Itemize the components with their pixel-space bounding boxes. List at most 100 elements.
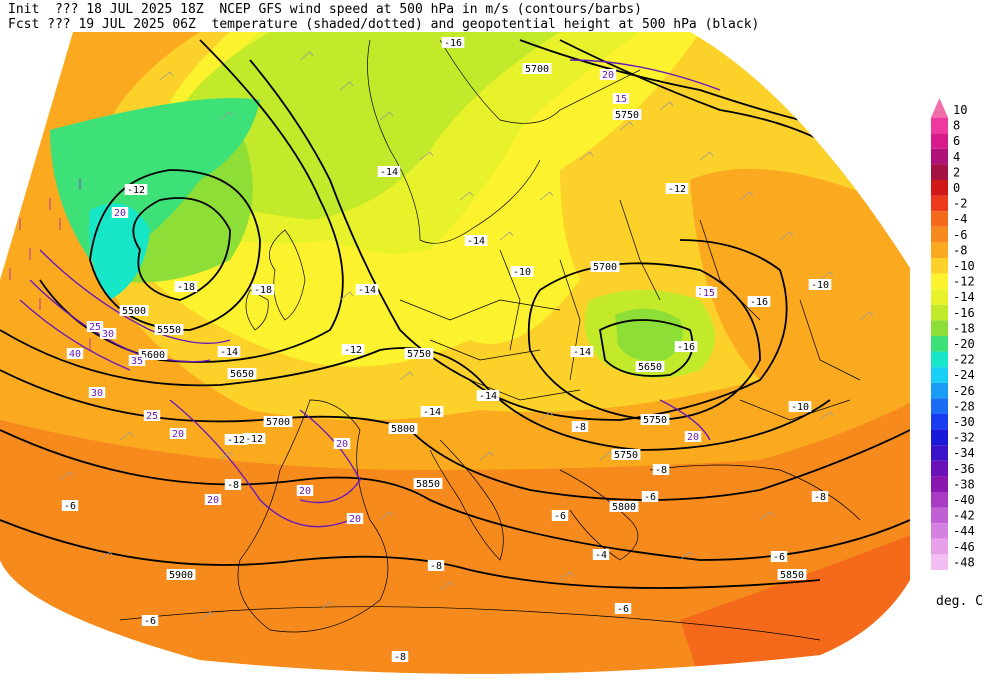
- wind-label-bg: [612, 93, 630, 104]
- height-label: 5700: [266, 417, 290, 428]
- temp-label: -8: [655, 465, 667, 476]
- height-contour-5550: [89, 169, 261, 331]
- temp-label-bg: [251, 284, 275, 295]
- temp-label: -12: [245, 434, 263, 445]
- wind-label: 20: [602, 70, 614, 81]
- height-contour-5650: [0, 329, 831, 451]
- legend-swatch: [931, 507, 948, 524]
- turkey-coast: [649, 464, 861, 521]
- legend-label: -40: [953, 493, 975, 507]
- height-label: 5550: [157, 325, 181, 336]
- temp-label-bg: [665, 183, 689, 194]
- temp-label-bg: [592, 549, 610, 560]
- temp-label: -14: [467, 236, 485, 247]
- temp-label: -16: [750, 297, 768, 308]
- wind-label: 20: [207, 495, 219, 506]
- legend-swatch: [931, 398, 948, 414]
- temp-band-minus22: [89, 203, 150, 300]
- legend-swatch: [931, 336, 948, 352]
- wind-label: 20: [687, 432, 699, 443]
- legend-label: -36: [953, 462, 975, 476]
- height-label: 5800: [391, 424, 415, 435]
- legend-label: -46: [953, 540, 975, 554]
- temp-label-bg: [510, 266, 534, 277]
- wind-label-bg: [88, 387, 106, 398]
- wind-label: 40: [69, 349, 81, 360]
- temp-label: -6: [773, 552, 785, 563]
- legend-label: -22: [953, 353, 975, 367]
- wind-label: 20: [114, 208, 126, 219]
- wind-label-bg: [204, 494, 222, 505]
- height-contour-5700-low: [527, 262, 761, 421]
- temp-label-bg: [571, 421, 589, 432]
- temp-label-bg: [614, 603, 632, 614]
- wind-label: 20: [349, 514, 361, 525]
- temp-label: -6: [554, 511, 566, 522]
- height-contour-5800: [0, 369, 910, 501]
- temp-label-bg: [570, 346, 594, 357]
- wind-label-bg: [684, 431, 702, 442]
- height-label: 5800: [612, 502, 636, 513]
- temp-label-bg: [355, 284, 379, 295]
- height-label: 5600: [141, 350, 165, 361]
- wind-label-bg: [169, 428, 187, 439]
- legend-label: -26: [953, 384, 975, 398]
- temp-label-bg: [61, 500, 79, 511]
- legend-swatch: [931, 133, 948, 149]
- legend-swatch: [931, 476, 948, 492]
- legend-label: -14: [953, 290, 975, 304]
- temp-label-bg: [551, 510, 569, 521]
- legend-swatch: [931, 164, 948, 180]
- legend-swatch: [931, 460, 948, 477]
- legend-label: -10: [953, 259, 975, 273]
- temp-label-bg: [427, 560, 445, 571]
- wind-label: 30: [102, 329, 114, 340]
- legend-swatch: [931, 351, 948, 368]
- height-contour-5650-low: [599, 319, 694, 377]
- legend-label: 2: [953, 165, 960, 179]
- temp-band-minus16: [159, 32, 560, 220]
- temp-label: -6: [617, 604, 629, 615]
- legend-label: -48: [953, 555, 975, 569]
- temp-band-minus18-low: [615, 308, 683, 361]
- legend-swatch: [931, 367, 948, 383]
- temperature-labels: -16 -12 -14 -18 -14 -14 -12 -14 -14 -18 -16 -12 -14 -…: [61, 37, 832, 663]
- temp-label-bg: [747, 296, 771, 307]
- temp-label: -10: [811, 280, 829, 291]
- height-label-bg: [640, 414, 670, 425]
- legend-label: -24: [953, 368, 975, 382]
- legend-swatch: [931, 445, 948, 461]
- height-label: 5700: [525, 64, 549, 75]
- height-contour-5900: [0, 519, 821, 589]
- height-label: 5650: [230, 369, 254, 380]
- temp-label-bg: [674, 341, 698, 352]
- wind-label-bg: [599, 69, 617, 80]
- temp-label-bg: [652, 464, 670, 475]
- temp-label-bg: [217, 346, 241, 357]
- legend-swatch-top-arrow: [931, 98, 948, 118]
- wind-label: 20: [336, 439, 348, 450]
- legend-label: 4: [953, 150, 960, 164]
- height-contour-5850: [0, 429, 910, 561]
- temp-label: -8: [394, 652, 406, 663]
- wind-contour-20: [39, 249, 231, 344]
- temp-label-bg: [124, 184, 148, 195]
- header-forecast-line: Fcst ??? 19 JUL 2025 06Z temperature (sh…: [8, 17, 760, 32]
- wind-speed-contours: [19, 59, 721, 528]
- height-label: 5650: [638, 362, 662, 373]
- barb-glyphs: [59, 51, 874, 621]
- wind-label-bg: [111, 207, 129, 218]
- height-label-bg: [635, 361, 665, 372]
- wind-label: 25: [89, 322, 101, 333]
- wind-contour-20-b: [299, 409, 361, 504]
- legend-swatch: [931, 492, 948, 508]
- wind-contour-25: [29, 279, 211, 363]
- country-borders: [119, 39, 861, 641]
- temp-label: -18: [254, 285, 272, 296]
- legend-swatch: [931, 554, 948, 570]
- legend-label: -6: [953, 228, 967, 242]
- legend-label: -38: [953, 477, 975, 491]
- temp-label-bg: [341, 344, 365, 355]
- legend-label: -30: [953, 415, 975, 429]
